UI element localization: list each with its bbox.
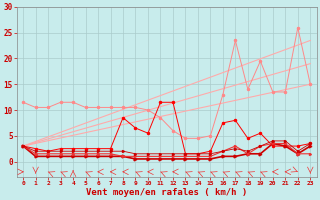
X-axis label: Vent moyen/en rafales ( km/h ): Vent moyen/en rafales ( km/h )	[86, 188, 247, 197]
